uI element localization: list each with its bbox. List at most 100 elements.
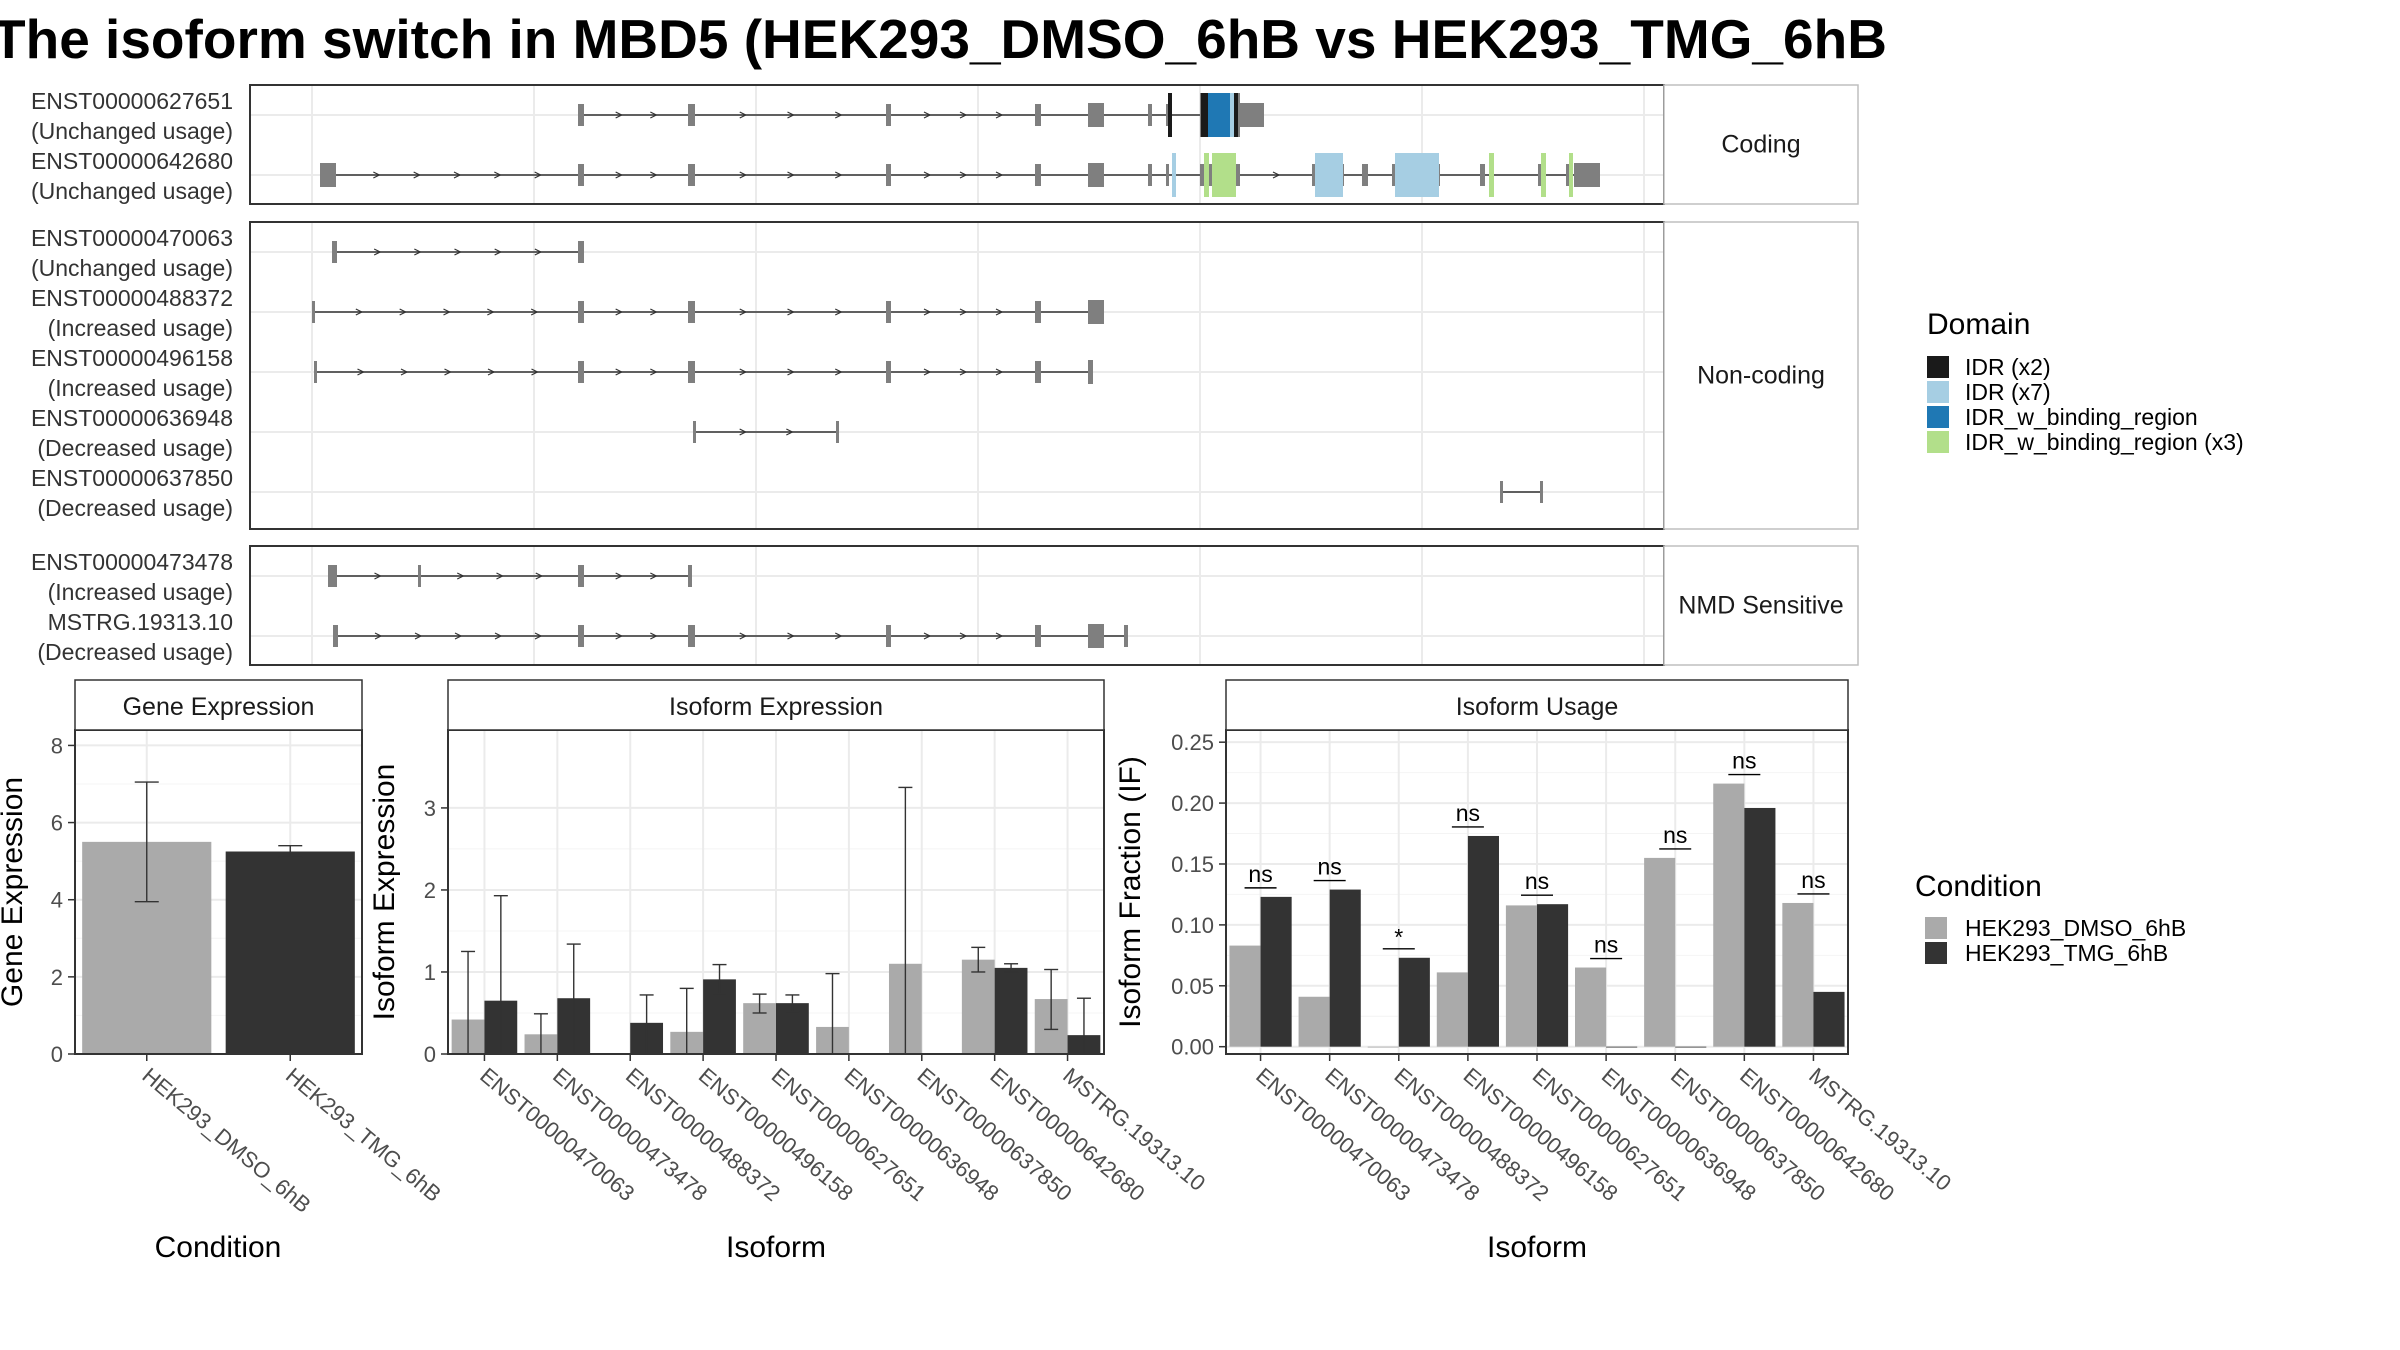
panel-background — [250, 85, 1664, 204]
transcript-row: ENST00000636948 (Decreased usage) — [31, 405, 839, 461]
intron-arrow — [787, 308, 795, 316]
exon-block — [1574, 163, 1600, 187]
x-axis-title: Isoform — [726, 1231, 826, 1264]
domain-region — [1395, 153, 1439, 197]
bar-series-0 — [1367, 1046, 1399, 1048]
intron-arrow — [496, 572, 504, 580]
bar-series-0 — [961, 959, 995, 1054]
intron-arrow — [373, 171, 381, 179]
exon-block — [1124, 625, 1128, 647]
exon-block — [688, 625, 695, 647]
y-axis-title: Isoform Fraction (IF) — [1114, 756, 1147, 1028]
transcript-usage-label: (Unchanged usage) — [31, 178, 233, 204]
panel-background — [250, 546, 1664, 665]
exon-block — [1035, 625, 1041, 647]
domain-legend-swatch — [1927, 381, 1949, 403]
y-tick-label: 4 — [51, 888, 63, 913]
exon-block — [1538, 164, 1543, 186]
transcript-id-label: MSTRG.19313.10 — [48, 609, 233, 635]
y-axis-title: Isoform Expression — [368, 764, 401, 1021]
intron-arrow — [374, 572, 382, 580]
intron-arrow — [959, 368, 968, 376]
bar-series-1 — [1260, 896, 1292, 1047]
exon-block — [578, 625, 584, 647]
transcript-row: ENST00000473478 (Increased usage) — [31, 549, 692, 605]
intron-arrow — [959, 111, 968, 119]
bar-series-1 — [1744, 807, 1776, 1047]
intron-arrow — [413, 171, 422, 179]
intron-arrow — [1272, 171, 1281, 179]
transcript-usage-label: (Unchanged usage) — [31, 255, 233, 281]
intron-arrow — [487, 308, 495, 316]
domain-legend-label: IDR (x7) — [1965, 379, 2051, 405]
transcript-row: ENST00000642680 (Unchanged usage) — [31, 148, 1600, 204]
transcript-id-label: ENST00000637850 — [31, 465, 233, 491]
exon-block — [332, 241, 337, 263]
exon-block — [314, 361, 317, 383]
intron-arrow — [414, 632, 423, 640]
intron-arrow — [443, 308, 451, 316]
y-tick-label: 0.05 — [1171, 974, 1214, 999]
significance-label: ns — [1318, 854, 1342, 880]
intron-arrow — [399, 308, 408, 316]
intron-arrow — [494, 171, 502, 179]
exon-block — [886, 361, 891, 383]
exon-block — [688, 301, 695, 323]
domain-legend-label: IDR_w_binding_region — [1965, 404, 2198, 430]
intron-arrow — [494, 248, 503, 256]
domain-region — [1315, 153, 1343, 197]
intron-arrow — [531, 368, 539, 376]
intron-arrow — [787, 171, 795, 179]
transcript-row: ENST00000470063 (Unchanged usage) — [31, 225, 584, 281]
transcript-usage-label: (Increased usage) — [48, 375, 233, 401]
intron-arrow — [530, 308, 539, 316]
domain-region — [1230, 93, 1234, 137]
transcript-row: MSTRG.19313.10 (Decreased usage) — [37, 609, 1128, 665]
domain-region — [1489, 153, 1494, 197]
facet-strip-label: Gene Expression — [123, 693, 315, 721]
significance-label: ns — [1594, 932, 1618, 958]
exon-block — [333, 625, 338, 647]
significance-label: * — [1394, 924, 1403, 950]
exon-block — [578, 164, 584, 186]
significance-label: ns — [1732, 748, 1756, 774]
bar — [225, 851, 355, 1054]
intron-arrow — [834, 111, 843, 119]
bar-series-0 — [1644, 857, 1676, 1047]
exon-block — [418, 565, 421, 587]
exon-block — [312, 301, 315, 323]
domain-region — [1204, 153, 1209, 197]
exon-block — [320, 163, 336, 187]
exon-block — [1088, 103, 1104, 127]
intron-arrow — [487, 368, 496, 376]
intron-arrow — [834, 368, 843, 376]
intron-arrow — [787, 368, 795, 376]
facet-strip — [447, 679, 1105, 731]
bar-series-0 — [1505, 905, 1537, 1047]
transcript-id-label: ENST00000636948 — [31, 405, 233, 431]
condition-legend-label: HEK293_TMG_6hB — [1965, 940, 2168, 966]
y-tick-label: 0.10 — [1171, 913, 1214, 938]
domain-legend-swatch — [1927, 406, 1949, 428]
intron-arrow — [456, 572, 465, 580]
intron-arrow — [739, 428, 748, 436]
condition-legend-title: Condition — [1915, 870, 2042, 903]
domain-region — [1172, 153, 1176, 197]
transcript-row: ENST00000627651 (Unchanged usage) — [31, 88, 1264, 144]
x-axis-title: Condition — [155, 1231, 282, 1264]
exon-block — [1480, 164, 1485, 186]
exon-block — [886, 301, 891, 323]
y-tick-label: 0 — [424, 1042, 436, 1067]
transcript-id-label: ENST00000488372 — [31, 285, 233, 311]
domain-legend-swatch — [1927, 431, 1949, 453]
y-tick-label: 0.25 — [1171, 730, 1214, 755]
y-tick-label: 6 — [51, 811, 63, 836]
intron-arrow — [739, 368, 748, 376]
transcript-usage-label: (Decreased usage) — [37, 495, 233, 521]
exon-block — [1500, 481, 1503, 503]
y-tick-label: 2 — [51, 965, 63, 990]
intron-arrow — [995, 368, 1004, 376]
